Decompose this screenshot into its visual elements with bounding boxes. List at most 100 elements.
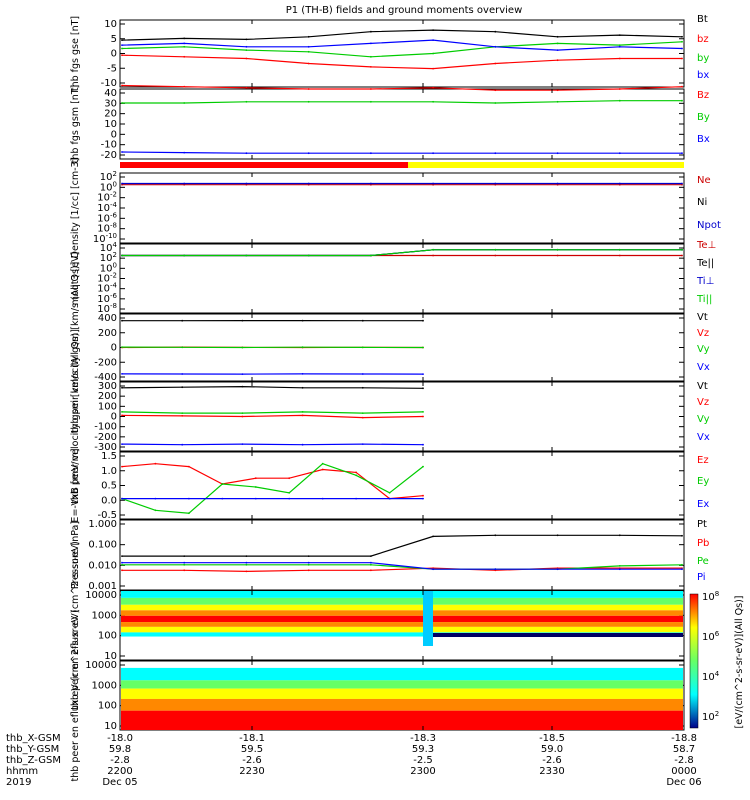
spectrogram-band (121, 710, 683, 730)
series-Bt (121, 29, 683, 41)
data-point (370, 55, 372, 58)
data-point (494, 45, 497, 48)
data-point (388, 491, 391, 494)
data-point (370, 182, 372, 185)
data-point (245, 561, 248, 564)
y-tick-label: 10 (104, 651, 117, 662)
data-point (432, 535, 434, 538)
data-point (361, 373, 364, 375)
series-Vz (121, 414, 424, 419)
data-point (181, 443, 184, 446)
y-tick-label: 0.001 (88, 581, 117, 592)
data-point (188, 465, 190, 468)
data-point (301, 319, 304, 322)
data-point (121, 182, 123, 185)
y-tick-label: -400 (94, 372, 117, 383)
data-point (181, 373, 184, 375)
series-line (121, 29, 683, 41)
data-point (618, 254, 621, 257)
data-point (121, 102, 123, 104)
table-cell: -2.8 (110, 755, 130, 766)
legend-Vx: Vx (697, 432, 710, 443)
spectrogram (121, 667, 683, 730)
data-point (154, 462, 157, 465)
table-row-label: hhmm (6, 766, 38, 777)
legend-Ey: Ey (697, 476, 709, 487)
data-point (494, 248, 497, 251)
data-point (241, 412, 244, 414)
data-point (370, 66, 372, 68)
panel-ylabel: E=-VxB [mV/m] (70, 448, 81, 522)
data-point (422, 319, 424, 322)
data-point (121, 561, 123, 564)
data-point (321, 497, 324, 500)
spectrogram-band (121, 591, 683, 598)
data-point (121, 346, 123, 348)
data-point (388, 497, 391, 500)
data-point (181, 412, 184, 414)
colorbar-scale (689, 593, 699, 729)
table-row-label: thb_Y-GSM (6, 744, 59, 755)
table-cell: Dec 06 (666, 777, 701, 788)
data-point (370, 100, 372, 103)
data-point (241, 385, 244, 388)
series-line (121, 41, 683, 58)
data-point (355, 474, 357, 477)
data-point (121, 563, 123, 566)
table-cell: 59.3 (412, 744, 434, 755)
data-point (422, 373, 424, 375)
data-point (121, 151, 123, 153)
panel-7: Pressure [nPa] 1.000 0.100 0.010 0.001 Pt Pb Pe… (70, 519, 709, 592)
data-point (370, 555, 372, 557)
y-tick-label: 10 (104, 19, 117, 30)
panel-frame (119, 243, 685, 314)
data-point (681, 85, 683, 88)
data-point (181, 386, 184, 389)
legend-Vx: Vx (697, 362, 710, 373)
data-point (618, 182, 621, 185)
series-Vt (121, 319, 424, 322)
data-point (361, 319, 364, 322)
data-point (432, 254, 434, 257)
data-point (494, 152, 497, 155)
series-Vt (121, 385, 424, 390)
data-point (183, 37, 186, 40)
y-tick-label: 10-10 (93, 232, 117, 245)
y-tick-label: 400 (98, 313, 117, 324)
series-line (122, 534, 683, 557)
y-tick-label: 10-4 (97, 201, 117, 214)
data-point (370, 563, 372, 566)
data-point (618, 568, 621, 571)
spectrogram-band (121, 632, 683, 637)
data-point (494, 534, 497, 537)
y-tick-label: 1.000 (88, 519, 117, 530)
data-point (121, 84, 123, 87)
table-cell: 0000 (671, 766, 696, 777)
data-point (432, 182, 434, 185)
series-Vx (121, 373, 424, 375)
data-point (307, 62, 310, 65)
legend-Vy: Vy (697, 414, 710, 425)
y-tick-label: 100 (98, 701, 117, 712)
data-point (254, 477, 257, 480)
data-point (221, 497, 224, 500)
panel-frame (119, 451, 685, 520)
data-point (432, 39, 434, 41)
panel-ylabel: Density [1/cc] [cm-3] (70, 158, 81, 259)
data-point (121, 465, 123, 468)
spectrogram-band (121, 610, 683, 616)
y-tick-label: -0.5 (97, 510, 117, 521)
table-cell: 2230 (239, 766, 264, 777)
series-line (121, 151, 682, 154)
y-tick-label: 0 (111, 412, 117, 423)
y-tick-label: 0.0 (101, 495, 117, 506)
data-point (494, 568, 497, 571)
data-point (301, 411, 304, 413)
legend-Pe: Pe (697, 556, 709, 567)
y-tick-label: 0 (111, 49, 117, 60)
series-line (121, 84, 683, 91)
data-point (183, 85, 186, 88)
data-point (422, 443, 424, 446)
series-Ey (121, 462, 424, 515)
